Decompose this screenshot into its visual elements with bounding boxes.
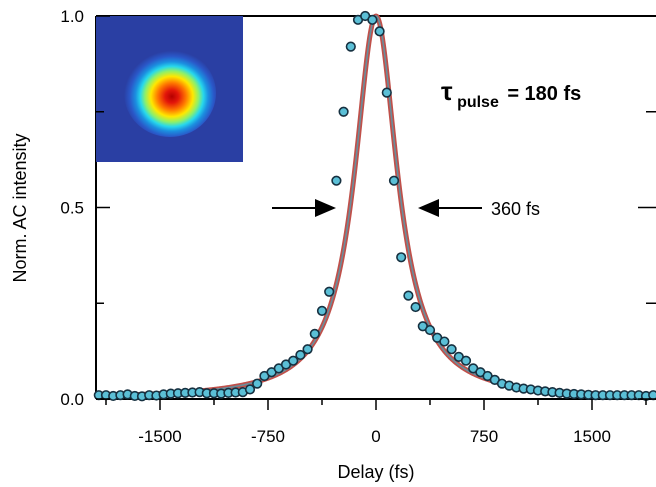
data-point — [424, 324, 436, 336]
x-tick-label: -750 — [251, 427, 285, 446]
tau-subscript: pulse — [457, 94, 499, 111]
tau-value: = 180 fs — [507, 83, 581, 105]
data-point — [345, 41, 356, 52]
data-point — [252, 378, 263, 389]
data-point — [338, 106, 349, 117]
fwhm-label: 360 fs — [491, 199, 540, 219]
data-point — [331, 175, 342, 186]
data-point — [316, 305, 328, 317]
data-point — [324, 286, 335, 297]
tick-labels: -1500 -750 0 750 1500 0.0 0.5 1.0 — [60, 7, 611, 446]
y-tick-label: 1.0 — [60, 7, 84, 26]
data-point — [367, 14, 378, 25]
data-point — [388, 175, 400, 186]
data-point — [302, 344, 313, 355]
x-tick-label: 1500 — [573, 427, 611, 446]
data-point — [403, 290, 414, 301]
beam-profile-inset — [96, 16, 243, 162]
beam-spot — [124, 49, 216, 137]
data-point — [396, 252, 407, 263]
data-point — [460, 355, 472, 366]
x-tick-label: 0 — [371, 427, 380, 446]
data-point — [309, 328, 320, 339]
data-point — [439, 336, 450, 347]
data-point — [410, 301, 421, 313]
data-point — [446, 344, 457, 355]
left-arrow-head — [315, 199, 336, 217]
x-tick-label: 750 — [470, 427, 498, 446]
fwhm-annotation: 360 fs — [272, 199, 540, 219]
x-axis-title: Delay (fs) — [337, 462, 414, 482]
data-point — [381, 87, 392, 98]
y-tick-label: 0.0 — [60, 390, 84, 409]
data-point — [295, 349, 306, 361]
data-markers — [93, 10, 656, 402]
pulse-duration-label: τ pulse = 180 fs — [441, 76, 581, 111]
data-point — [374, 26, 385, 37]
data-point — [288, 355, 299, 366]
x-tick-label: -1500 — [138, 427, 181, 446]
data-point — [648, 390, 656, 401]
tau-symbol: τ — [441, 76, 453, 106]
data-point — [244, 384, 256, 395]
right-arrow-head — [418, 199, 439, 217]
axis-ticks — [96, 15, 656, 410]
y-tick-label: 0.5 — [60, 199, 84, 218]
y-axis-title: Norm. AC intensity — [10, 133, 30, 282]
